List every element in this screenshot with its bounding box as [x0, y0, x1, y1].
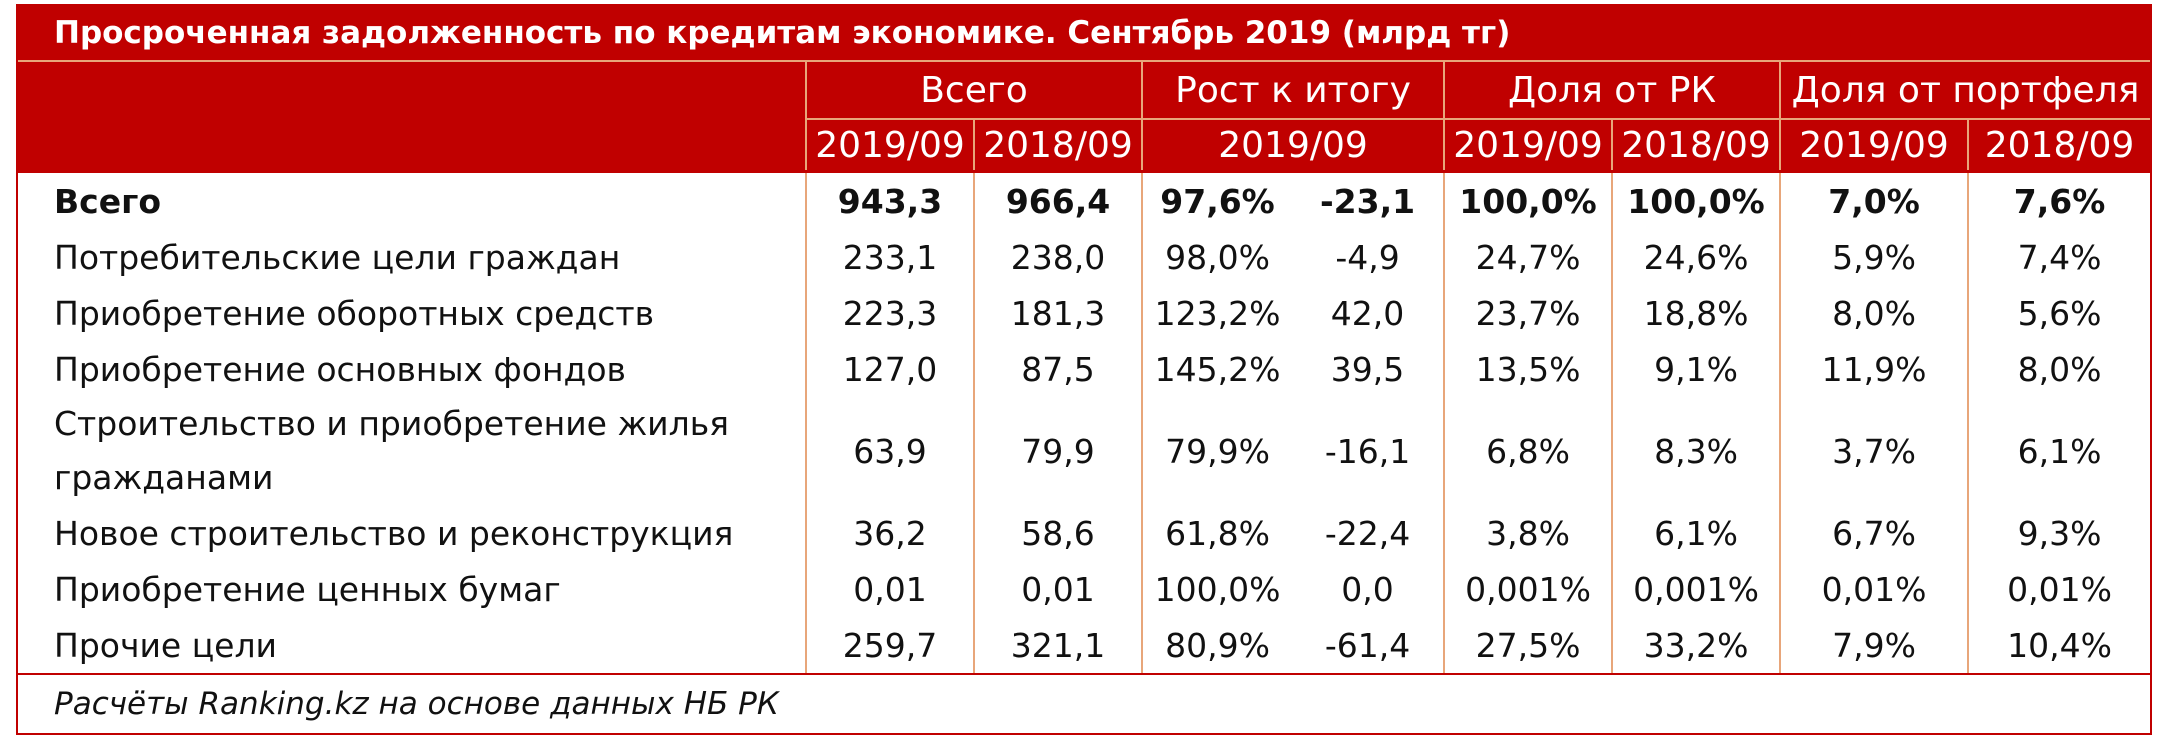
- table-row: Потребительские цели граждан 233,1 238,0…: [18, 229, 2151, 285]
- table-grid: Всего Рост к итогу Доля от РК Доля от по…: [18, 62, 2151, 673]
- header-period: 2019/09: [1443, 118, 1613, 172]
- cell: 0,001%: [1443, 561, 1613, 617]
- row-label: Прочие цели: [54, 625, 277, 665]
- row-label: Приобретение основных фондов: [54, 349, 626, 389]
- cell: 58,6: [972, 505, 1143, 561]
- table-row-total: Всего 943,3 966,4 97,6% -23,1 100,0% 100…: [18, 170, 2151, 229]
- cell: 0,01: [805, 561, 974, 617]
- cell: 7,9%: [1779, 617, 1969, 673]
- cell: 33,2%: [1611, 617, 1781, 673]
- cell: -23,1: [1292, 170, 1445, 229]
- table-row: Новое строительство и реконструкция 36,2…: [18, 505, 2151, 561]
- cell: 0,01%: [1779, 561, 1969, 617]
- cell: 5,6%: [1967, 285, 2151, 341]
- cell: 7,4%: [1967, 229, 2151, 285]
- cell: -22,4: [1324, 513, 1411, 553]
- cell: 13,5%: [1443, 341, 1613, 397]
- header-row-periods: 2019/09 2018/09 2019/09 2019/09 2018/09 …: [18, 118, 2151, 172]
- cell: -61,4: [1324, 625, 1411, 665]
- cell: 42,0: [1330, 293, 1405, 333]
- header-row-groups: Всего Рост к итогу Доля от РК Доля от по…: [18, 62, 2151, 172]
- cell: 18,8%: [1611, 285, 1781, 341]
- cell: 123,2%: [1141, 285, 1293, 341]
- cell: 79,9%: [1141, 397, 1293, 505]
- cell: 27,5%: [1443, 617, 1613, 673]
- header-blank-cell: [18, 62, 806, 172]
- cell: 0,01: [972, 561, 1143, 617]
- row-label: Новое строительство и реконструкция: [54, 513, 734, 553]
- header-period: 2019/09: [1141, 118, 1445, 172]
- cell: 223,3: [805, 285, 974, 341]
- cell: 6,8%: [1443, 397, 1613, 505]
- cell: 3,8%: [1443, 505, 1613, 561]
- table-row: Приобретение ценных бумаг 0,01 0,01 100,…: [18, 561, 2151, 617]
- cell: 61,8%: [1141, 505, 1293, 561]
- cell: 966,4: [972, 170, 1143, 229]
- cell: 23,7%: [1443, 285, 1613, 341]
- row-label: Приобретение ценных бумаг: [54, 569, 561, 609]
- cell: 5,9%: [1779, 229, 1969, 285]
- header-group-share-rk: Доля от РК: [1443, 62, 1781, 119]
- cell: 80,9%: [1141, 617, 1293, 673]
- header-group-total: Всего: [804, 62, 1143, 119]
- cell: 145,2%: [1141, 341, 1293, 397]
- cell: 10,4%: [1967, 617, 2151, 673]
- cell: 6,1%: [1967, 397, 2151, 505]
- cell: 8,3%: [1611, 397, 1781, 505]
- table-title: Просроченная задолженность по кредитам э…: [18, 6, 2150, 62]
- cell: 39,5: [1330, 349, 1405, 389]
- cell: 100,0%: [1141, 561, 1293, 617]
- cell: 6,1%: [1611, 505, 1781, 561]
- table-row: Приобретение основных фондов 127,0 87,5 …: [18, 341, 2151, 397]
- cell: -16,1: [1324, 431, 1411, 471]
- cell: 98,0%: [1141, 229, 1293, 285]
- cell: 79,9: [972, 397, 1143, 505]
- header-period: 2019/09: [1779, 118, 1969, 172]
- cell: 259,7: [805, 617, 974, 673]
- table-row: Строительство и приобретение жилья гражд…: [18, 397, 2151, 505]
- header-period: 2019/09: [805, 118, 974, 172]
- cell: 0,001%: [1611, 561, 1781, 617]
- cell: 6,7%: [1779, 505, 1969, 561]
- cell: 24,6%: [1611, 229, 1781, 285]
- cell: 8,0%: [1967, 341, 2151, 397]
- cell: 181,3: [972, 285, 1143, 341]
- header-group-growth: Рост к итогу: [1141, 62, 1445, 119]
- cell: 0,0: [1341, 569, 1394, 609]
- row-label: Потребительские цели граждан: [54, 237, 621, 277]
- cell: 100,0%: [1443, 170, 1613, 229]
- cell: 238,0: [972, 229, 1143, 285]
- cell: 97,6%: [1141, 170, 1293, 229]
- cell: 9,3%: [1967, 505, 2151, 561]
- row-label: Строительство и приобретение жилья гражд…: [54, 404, 730, 497]
- cell: 3,7%: [1779, 397, 1969, 505]
- cell: 7,6%: [1967, 170, 2151, 229]
- cell: 7,0%: [1779, 170, 1969, 229]
- cell: 9,1%: [1611, 341, 1781, 397]
- cell: 0,01%: [1967, 561, 2151, 617]
- table-row: Приобретение оборотных средств 223,3 181…: [18, 285, 2151, 341]
- cell: 11,9%: [1779, 341, 1969, 397]
- source-note: Расчёты Ranking.kz на основе данных НБ Р…: [18, 673, 2150, 733]
- cell: 8,0%: [1779, 285, 1969, 341]
- cell: 943,3: [805, 170, 974, 229]
- header-period: 2018/09: [972, 118, 1143, 172]
- row-label: Приобретение оборотных средств: [54, 293, 655, 333]
- cell: 233,1: [805, 229, 974, 285]
- cell: -4,9: [1335, 237, 1400, 277]
- header-group-share-portfolio: Доля от портфеля: [1779, 62, 2151, 119]
- cell: 87,5: [972, 341, 1143, 397]
- header-period: 2018/09: [1611, 118, 1781, 172]
- data-table: Просроченная задолженность по кредитам э…: [16, 4, 2152, 735]
- cell: 100,0%: [1611, 170, 1781, 229]
- cell: 127,0: [805, 341, 974, 397]
- cell: 36,2: [805, 505, 974, 561]
- header-period: 2018/09: [1967, 118, 2151, 172]
- cell: 24,7%: [1443, 229, 1613, 285]
- row-label: Всего: [18, 170, 806, 229]
- cell: 63,9: [805, 397, 974, 505]
- cell: 321,1: [972, 617, 1143, 673]
- table-row: Прочие цели 259,7 321,1 80,9% -61,4 27,5…: [18, 617, 2151, 673]
